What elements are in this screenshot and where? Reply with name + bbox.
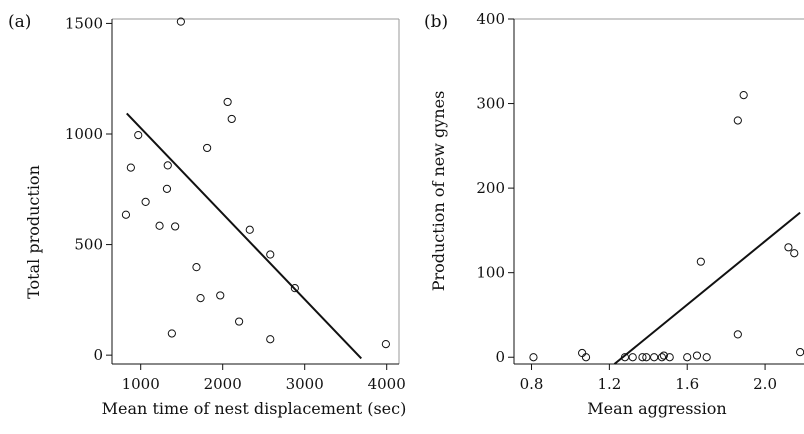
x-tick-label: 3000 [286, 375, 324, 393]
data-point [638, 353, 647, 362]
panel-b-x-axis-title: Mean aggression [587, 399, 726, 418]
data-point [659, 351, 668, 360]
data-point [126, 163, 135, 172]
x-tick-label: 2000 [204, 375, 242, 393]
panel-b-y-axis-title: Production of new gynes [429, 91, 448, 292]
x-tick-label: 2.0 [753, 375, 777, 393]
data-point [266, 250, 275, 259]
data-point [796, 348, 804, 357]
data-point [650, 353, 659, 362]
data-point [692, 351, 702, 360]
data-point [702, 353, 711, 362]
y-tick-label: 0 [93, 346, 103, 364]
data-point [171, 222, 180, 231]
data-point [227, 114, 236, 124]
data-point [141, 197, 150, 206]
panel-a-x-axis-title: Mean time of nest displacement (sec) [102, 399, 407, 418]
data-point [134, 131, 143, 140]
data-point [581, 353, 591, 362]
data-point [121, 210, 131, 219]
panel-b-x-ticks: 0.8 1.2 1.6 2.0 [520, 364, 777, 393]
data-point [381, 339, 390, 349]
data-point [266, 335, 275, 344]
data-point [529, 353, 538, 362]
y-tick-label: 500 [74, 236, 103, 254]
panel-b-label: (b) [424, 12, 448, 32]
data-point [223, 97, 232, 107]
panel-a-label: (a) [8, 12, 31, 32]
data-point [245, 225, 254, 234]
data-point [216, 291, 225, 300]
data-point [642, 353, 651, 362]
data-point [628, 353, 637, 362]
data-point [163, 161, 172, 170]
panel-b-y-ticks: 0 100 200 300 400 [476, 10, 514, 366]
panel-a-points [121, 17, 390, 349]
y-tick-label: 400 [476, 10, 505, 28]
y-tick-label: 200 [476, 179, 505, 197]
y-tick-label: 100 [476, 264, 505, 282]
panel-a-y-ticks: 0 500 1000 1500 [65, 14, 112, 364]
data-point [162, 184, 172, 193]
data-point [739, 91, 748, 100]
panel-b: (b) 0.8 1.2 1.6 2.0 0 100 200 300 400 Mean aggr… [424, 10, 804, 418]
x-tick-label: 1.2 [597, 375, 621, 393]
data-point [790, 249, 799, 258]
y-tick-label: 1000 [65, 125, 103, 143]
y-tick-label: 0 [495, 348, 505, 366]
data-point [665, 353, 674, 362]
data-point [235, 317, 244, 326]
data-point [203, 143, 212, 153]
data-point [290, 284, 299, 293]
x-tick-label: 1.6 [675, 375, 699, 393]
x-tick-label: 0.8 [520, 375, 544, 393]
panel-b-fit-line [613, 211, 801, 365]
y-tick-label: 300 [476, 95, 505, 113]
data-point [155, 221, 164, 230]
x-tick-label: 4000 [368, 375, 406, 393]
x-tick-label: 1000 [122, 375, 160, 393]
panel-a-y-axis-title: Total production [24, 165, 43, 299]
data-point [176, 17, 185, 26]
panel-a-fit-line [126, 112, 363, 360]
panel-a: (a) 1000 2000 3000 4000 0 500 1000 1500 Mean t… [8, 12, 406, 418]
data-point [784, 243, 793, 252]
data-point [196, 293, 205, 303]
panel-b-points [529, 91, 804, 362]
data-point [696, 257, 705, 266]
data-point [192, 263, 201, 272]
y-tick-label: 1500 [65, 14, 103, 32]
data-point [683, 353, 692, 362]
panel-a-x-ticks: 1000 2000 3000 4000 [122, 364, 406, 393]
data-point [733, 116, 742, 125]
data-point [578, 348, 587, 358]
data-point [733, 330, 742, 339]
data-point [167, 329, 176, 338]
data-point [657, 353, 667, 362]
